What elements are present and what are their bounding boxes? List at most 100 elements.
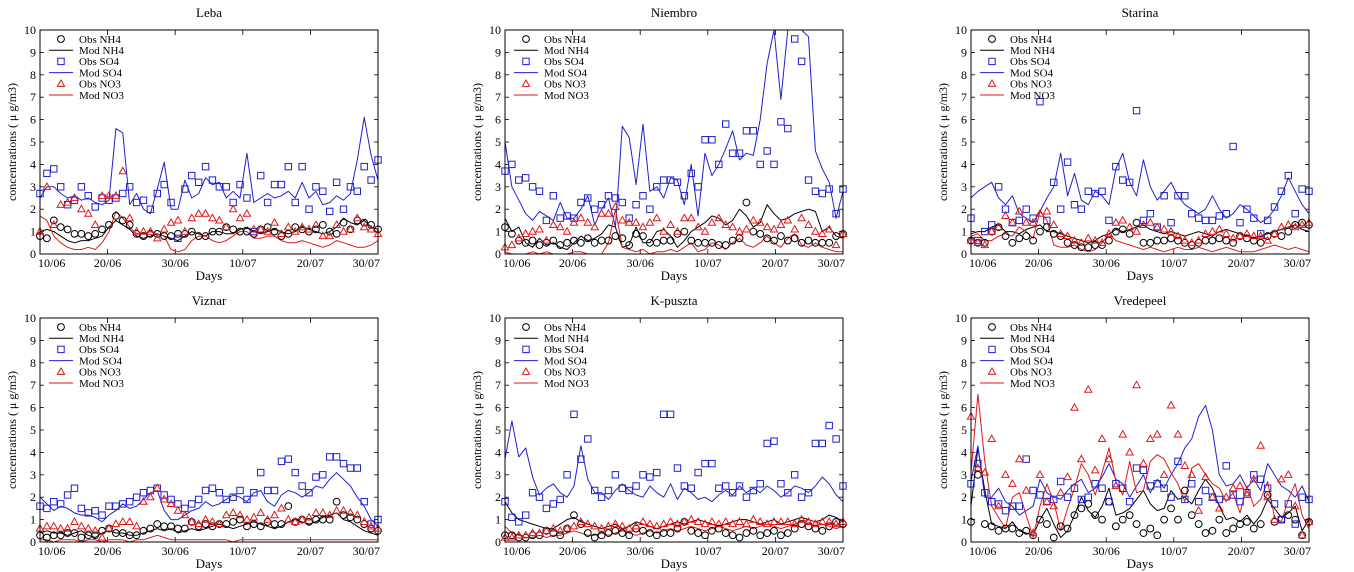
data-point-obs-so4: [1291, 520, 1299, 528]
y-tick-label: 10: [955, 311, 967, 325]
data-point-obs-so4: [194, 178, 203, 187]
data-point-obs-no3: [332, 505, 342, 514]
series-line-mod-no3: [39, 210, 379, 253]
data-point-obs-so4: [974, 236, 982, 245]
data-point-obs-nh4: [277, 520, 286, 528]
data-point-obs-no3: [1021, 485, 1031, 494]
data-point-obs-no3: [90, 525, 100, 534]
data-point-obs-so4: [153, 189, 161, 198]
data-point-obs-nh4: [318, 220, 327, 229]
data-point-obs-so4: [597, 493, 606, 501]
x-tick-label: 20/07: [297, 256, 324, 270]
data-point-obs-no3: [590, 521, 600, 530]
data-point-obs-no3: [1042, 496, 1052, 505]
data-point-obs-so4: [1243, 489, 1251, 497]
data-point-obs-no3: [980, 467, 990, 476]
legend-label: Mod NO3: [1010, 378, 1055, 390]
data-point-obs-nh4: [597, 531, 606, 540]
data-point-obs-no3: [201, 514, 211, 523]
data-point-obs-so4: [346, 183, 355, 191]
data-point-obs-nh4: [832, 517, 841, 526]
plot-frame: [39, 29, 379, 255]
data-point-obs-no3: [735, 226, 744, 235]
data-point-obs-no3: [270, 510, 279, 519]
data-point-obs-so4: [1105, 216, 1113, 225]
data-point-obs-no3: [70, 517, 79, 525]
data-point-obs-so4: [125, 497, 134, 506]
data-point-obs-nh4: [139, 232, 148, 240]
data-point-obs-no3: [345, 508, 355, 516]
data-point-obs-no3: [1194, 505, 1204, 514]
data-point-obs-nh4: [77, 533, 86, 542]
data-point-obs-nh4: [1015, 234, 1024, 243]
data-point-obs-no3: [352, 213, 362, 222]
data-point-obs-nh4: [1105, 236, 1113, 245]
data-point-obs-no3: [1097, 237, 1107, 246]
data-point-obs-nh4: [618, 234, 627, 243]
data-point-obs-no3: [221, 222, 231, 231]
y-tick-label: 5: [30, 135, 36, 149]
data-point-obs-no3: [583, 519, 593, 528]
x-axis-label: Days: [196, 556, 223, 571]
x-tick-label: 30/07: [353, 256, 380, 270]
data-point-obs-so4: [535, 493, 544, 501]
data-point-obs-so4: [50, 497, 58, 506]
data-point-obs-nh4: [818, 238, 827, 247]
y-tick-label: 9: [961, 333, 967, 347]
data-point-obs-nh4: [742, 529, 751, 537]
data-point-obs-nh4: [818, 526, 827, 535]
data-point-obs-so4: [63, 491, 72, 499]
legend-marker: [56, 366, 66, 375]
data-point-obs-so4: [291, 468, 299, 477]
y-tick-label: 0: [30, 535, 36, 549]
data-point-obs-no3: [624, 217, 634, 226]
data-point-obs-no3: [535, 528, 544, 537]
data-point-obs-nh4: [1125, 511, 1134, 520]
y-tick-label: 2: [961, 490, 967, 504]
data-point-obs-nh4: [1160, 515, 1169, 524]
data-point-obs-so4: [770, 437, 778, 445]
data-point-obs-no3: [1242, 490, 1252, 499]
data-point-obs-no3: [166, 217, 176, 226]
data-point-obs-nh4: [1160, 236, 1169, 245]
data-point-obs-nh4: [1001, 232, 1010, 240]
data-point-obs-no3: [1042, 206, 1052, 215]
data-point-obs-so4: [1291, 209, 1299, 218]
data-point-obs-no3: [125, 517, 135, 525]
data-point-obs-so4: [146, 205, 155, 213]
x-tick-label: 30/06: [162, 544, 189, 558]
data-point-obs-nh4: [49, 216, 58, 225]
y-tick-label: 5: [495, 423, 501, 437]
data-point-obs-no3: [645, 519, 655, 528]
data-point-obs-so4: [132, 198, 141, 207]
data-point-obs-so4: [312, 183, 320, 191]
x-axis-label: Days: [1127, 268, 1154, 283]
data-point-obs-no3: [1076, 237, 1086, 246]
data-point-obs-nh4: [1298, 218, 1307, 227]
data-point-obs-so4: [1098, 484, 1106, 492]
x-tick-label: 20/06: [559, 544, 586, 558]
plot-frame: [504, 29, 844, 255]
data-point-obs-nh4: [91, 229, 100, 238]
y-tick-label: 8: [495, 68, 501, 82]
data-point-obs-no3: [797, 213, 807, 222]
data-point-obs-so4: [1160, 484, 1168, 492]
data-point-obs-nh4: [1084, 243, 1093, 252]
legend-marker: [56, 78, 66, 87]
data-point-obs-nh4: [790, 524, 799, 533]
data-point-obs-no3: [748, 514, 758, 523]
y-tick-label: 6: [961, 113, 967, 127]
data-point-obs-no3: [1297, 530, 1307, 539]
data-point-obs-no3: [249, 224, 259, 233]
data-point-obs-no3: [1201, 229, 1210, 237]
x-axis-label: Days: [1127, 556, 1154, 571]
data-point-obs-so4: [981, 489, 989, 497]
data-point-obs-no3: [714, 519, 724, 528]
data-point-obs-nh4: [645, 529, 654, 537]
x-tick-label: 30/07: [1284, 544, 1311, 558]
data-point-obs-so4: [284, 162, 293, 171]
data-point-obs-so4: [728, 489, 737, 497]
legend-label: Mod NH4: [1010, 45, 1055, 57]
data-point-obs-so4: [1022, 205, 1030, 213]
data-point-obs-no3: [583, 217, 593, 226]
